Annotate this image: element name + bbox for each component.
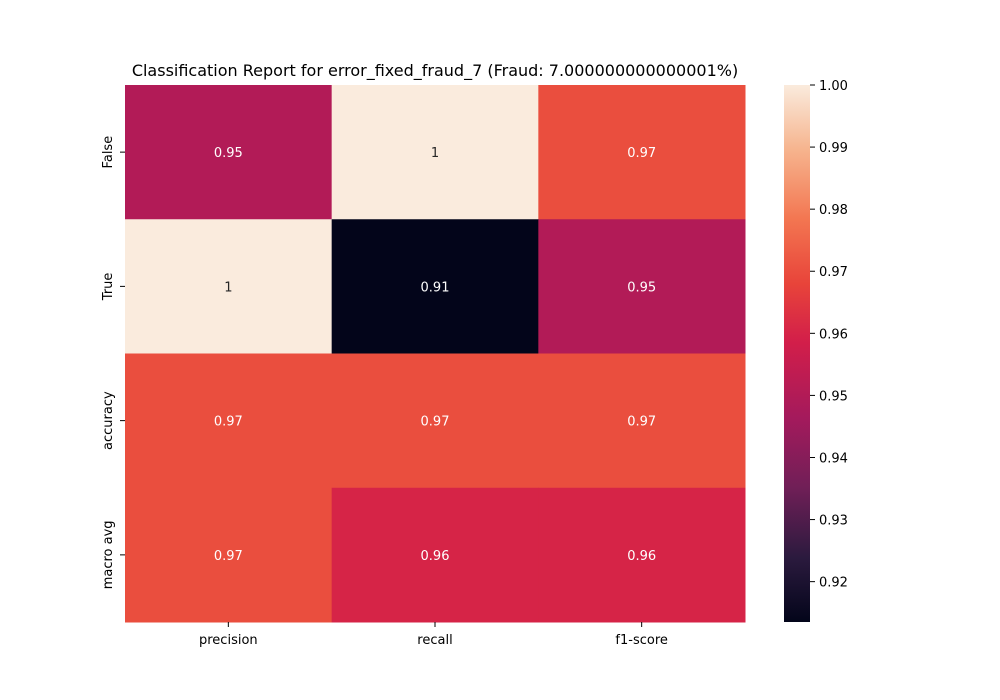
- colorbar-tick-label: 0.94: [819, 451, 848, 466]
- x-tick-label: recall: [417, 633, 452, 648]
- y-tick-label: macro avg: [101, 520, 116, 589]
- cell-label: 0.97: [627, 415, 656, 430]
- heatmap-cell: [538, 219, 746, 354]
- colorbar-tick-label: 0.96: [819, 327, 848, 342]
- colorbar-tick-label: 0.92: [819, 576, 848, 591]
- heatmap-cells: 0.95 1 0.97 1 0.91 0.95 0.97 0.97 0.97 0.97 0.96 0.…: [125, 85, 746, 623]
- colorbar-tick-label: 1.00: [819, 79, 848, 94]
- x-axis: precision recall f1-score: [199, 622, 668, 648]
- colorbar-tick-label: 0.98: [819, 203, 848, 218]
- heatmap-cell: [538, 353, 746, 489]
- x-tick-label: precision: [199, 633, 258, 648]
- heatmap-cell: [331, 85, 539, 220]
- colorbar-tick-label: 0.95: [819, 389, 848, 404]
- chart-title: Classification Report for error_fixed_fr…: [132, 61, 738, 81]
- x-tick-label: f1-score: [615, 633, 667, 648]
- y-tick-label: accuracy: [101, 391, 116, 450]
- cell-label: 0.97: [627, 146, 656, 161]
- colorbar: 0.92 0.93 0.94 0.95 0.96 0.97 0.98 0.99 1.00: [784, 79, 848, 622]
- cell-label: 0.95: [627, 280, 656, 295]
- heatmap-cell: [125, 85, 333, 220]
- cell-label: 0.95: [214, 146, 243, 161]
- colorbar-ticks: 0.92 0.93 0.94 0.95 0.96 0.97 0.98 0.99 1.00: [810, 79, 848, 591]
- colorbar-tick-label: 0.97: [819, 265, 848, 280]
- heatmap-cell: [125, 487, 333, 623]
- cell-label: 0.96: [421, 549, 450, 564]
- cell-label: 0.97: [214, 415, 243, 430]
- y-tick-label: False: [101, 136, 116, 169]
- cell-label: 0.97: [421, 415, 450, 430]
- heatmap-cell: [125, 219, 333, 354]
- colorbar-tick-label: 0.93: [819, 514, 848, 529]
- heatmap-cell: [331, 219, 539, 354]
- cell-label: 1: [431, 146, 439, 161]
- heatmap-cell: [125, 353, 333, 489]
- heatmap-cell: [538, 85, 746, 220]
- cell-label: 0.96: [627, 549, 656, 564]
- heatmap-cell: [331, 487, 539, 623]
- heatmap-cell: [538, 487, 746, 623]
- y-axis: False True accuracy macro avg: [101, 136, 125, 589]
- cell-label: 1: [224, 280, 232, 295]
- cell-label: 0.97: [214, 549, 243, 564]
- cell-label: 0.91: [421, 280, 450, 295]
- colorbar-gradient: [784, 85, 810, 622]
- heatmap-cell: [331, 353, 539, 489]
- y-tick-label: True: [101, 273, 116, 302]
- colorbar-tick-label: 0.99: [819, 141, 848, 156]
